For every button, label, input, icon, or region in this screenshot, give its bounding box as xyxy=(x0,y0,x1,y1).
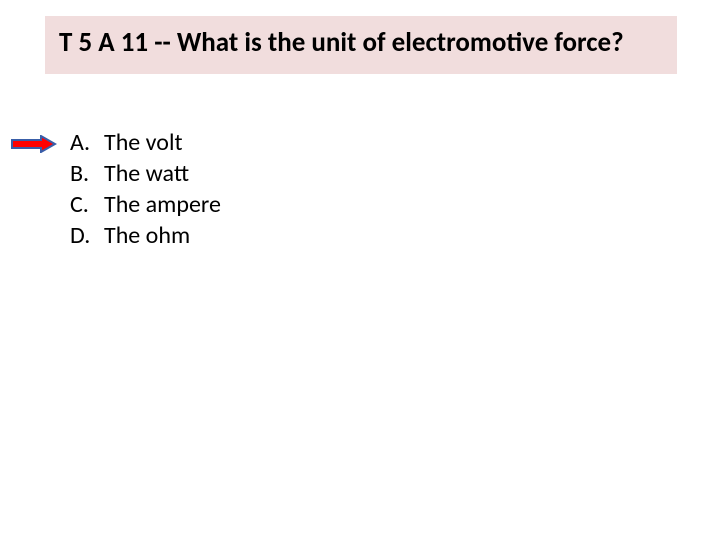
question-text: T 5 A 11 -- What is the unit of electrom… xyxy=(59,26,663,60)
answer-text: The volt xyxy=(104,128,183,157)
answer-letter: B. xyxy=(70,159,104,188)
arrow-right-icon xyxy=(11,135,57,153)
answer-letter: A. xyxy=(70,128,104,157)
answer-text: The ampere xyxy=(104,190,221,219)
answer-text: The ohm xyxy=(104,221,190,250)
answer-letter: C. xyxy=(70,190,104,219)
answer-option-a: A. The volt xyxy=(70,128,221,157)
question-box: T 5 A 11 -- What is the unit of electrom… xyxy=(45,16,677,74)
answer-option-d: D. The ohm xyxy=(70,221,221,250)
answer-option-b: B. The watt xyxy=(70,159,221,188)
answer-option-c: C. The ampere xyxy=(70,190,221,219)
slide: T 5 A 11 -- What is the unit of electrom… xyxy=(0,0,720,540)
answer-letter: D. xyxy=(70,221,104,250)
answer-text: The watt xyxy=(104,159,189,188)
answers-list: A. The volt B. The watt C. The ampere D.… xyxy=(70,128,221,252)
